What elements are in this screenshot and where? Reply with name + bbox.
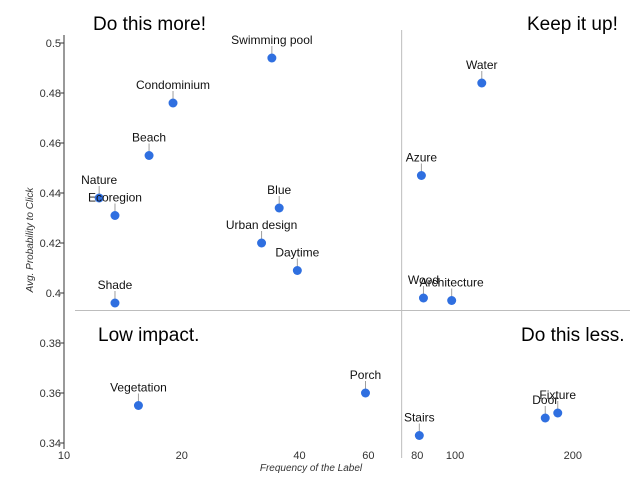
data-point-label: Swimming pool bbox=[231, 33, 312, 47]
data-point bbox=[477, 78, 487, 88]
data-point bbox=[360, 388, 370, 398]
y-tick-label: 0.44 bbox=[40, 188, 61, 200]
quadrant-label-bottom-left: Low impact. bbox=[98, 325, 199, 346]
data-point-label: Blue bbox=[267, 183, 291, 197]
data-point bbox=[418, 293, 428, 303]
y-tick-label: 0.38 bbox=[40, 338, 61, 350]
data-point-label: Shade bbox=[98, 278, 133, 292]
quadrant-label-top-left: Do this more! bbox=[93, 14, 206, 35]
y-tick-label: 0.36 bbox=[40, 388, 61, 400]
data-points: Swimming pool Condominium Beach Nature Ecore… bbox=[81, 33, 576, 440]
data-point-label: Wood bbox=[408, 273, 439, 287]
data-point bbox=[416, 171, 426, 180]
data-point-label: Nature bbox=[81, 173, 117, 187]
data-point bbox=[553, 408, 563, 418]
data-point-label: Urban design bbox=[226, 218, 297, 232]
data-point bbox=[257, 238, 267, 248]
data-point bbox=[168, 98, 178, 108]
data-point bbox=[110, 211, 120, 220]
x-tick-label: 40 bbox=[293, 450, 305, 462]
data-point-label: Water bbox=[466, 58, 498, 72]
y-tick-label: 0.5 bbox=[46, 38, 61, 50]
data-point bbox=[267, 53, 277, 63]
data-point-label: Vegetation bbox=[110, 381, 167, 395]
y-tick-label: 0.42 bbox=[40, 238, 61, 250]
data-point-label: Fixture bbox=[539, 388, 576, 402]
data-point-label: Stairs bbox=[404, 411, 435, 425]
x-tick-label: 20 bbox=[176, 450, 188, 462]
data-point bbox=[144, 151, 154, 160]
data-point-label: Porch bbox=[350, 368, 381, 382]
data-point-label: Condominium bbox=[136, 78, 210, 92]
data-point bbox=[540, 413, 550, 423]
x-ticks: 10 20 40 60 80 100 200 bbox=[58, 450, 582, 462]
data-point bbox=[133, 401, 143, 410]
x-tick-label: 200 bbox=[564, 450, 582, 462]
data-point bbox=[274, 203, 284, 213]
quadrant-label-top-right: Keep it up! bbox=[527, 14, 618, 35]
y-tick-label: 0.48 bbox=[40, 88, 61, 100]
data-point bbox=[110, 298, 120, 308]
y-axis-title: Avg. Probability to Click bbox=[25, 187, 36, 294]
x-tick-label: 10 bbox=[58, 450, 70, 462]
x-tick-label: 80 bbox=[411, 450, 423, 462]
data-point bbox=[292, 266, 302, 275]
data-point-label: Daytime bbox=[275, 246, 319, 260]
y-tick-label: 0.4 bbox=[46, 288, 61, 300]
y-tick-label: 0.46 bbox=[40, 138, 61, 150]
data-point-label: Door bbox=[532, 393, 558, 407]
data-point bbox=[94, 193, 104, 203]
y-ticks: 0.34 0.36 0.38 0.4 0.42 0.44 0.46 0.48 0.5 bbox=[40, 38, 64, 450]
data-point-label: Architecture bbox=[420, 276, 484, 290]
y-tick-label: 0.34 bbox=[40, 438, 61, 450]
data-point-label: Ecoregion bbox=[88, 191, 142, 205]
data-point bbox=[414, 431, 424, 440]
data-point-label: Beach bbox=[132, 131, 166, 145]
data-point-label: Azure bbox=[406, 151, 438, 165]
x-tick-label: 100 bbox=[446, 450, 464, 462]
x-tick-label: 60 bbox=[362, 450, 374, 462]
quadrant-label-bottom-right: Do this less. bbox=[521, 325, 624, 346]
data-point bbox=[447, 296, 457, 305]
x-axis-title: Frequency of the Label bbox=[260, 463, 363, 474]
